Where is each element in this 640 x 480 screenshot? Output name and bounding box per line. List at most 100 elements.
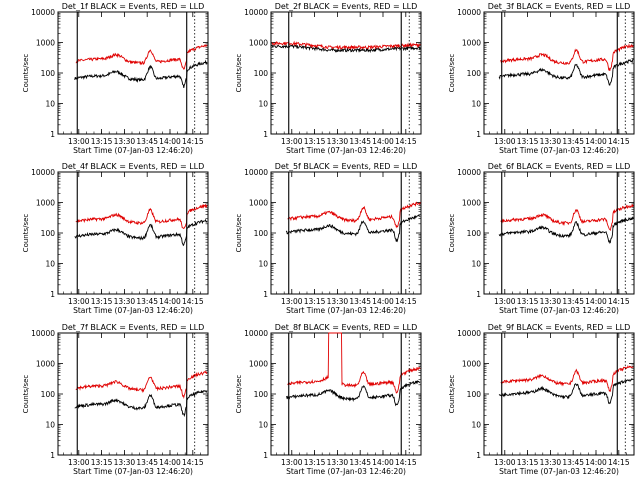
y-tick-label: 100 xyxy=(467,229,482,238)
panel-4: Det_4f BLACK = Events, RED = LLD 1 10 100 10… xyxy=(22,162,209,315)
series-lld xyxy=(75,44,208,70)
y-axis-title: Counts/sec xyxy=(22,375,30,414)
series-events xyxy=(285,214,421,243)
y-tick-label: 1000 xyxy=(249,199,268,208)
panel-2: Det_2f BLACK = Events, RED = LLD 1 10 100 10… xyxy=(235,2,422,155)
x-tick-label: 14:15 xyxy=(182,297,204,306)
x-tick-label: 13:15 xyxy=(517,297,539,306)
plot-frame xyxy=(483,332,635,456)
y-tick-label: 1 xyxy=(263,451,268,460)
y-axis-title: Counts/sec xyxy=(235,54,243,93)
series-lld xyxy=(287,201,421,229)
plot-frame xyxy=(57,11,209,135)
panel-title: Det_3f BLACK = Events, RED = LLD xyxy=(488,2,631,11)
panel-title: Det_7f BLACK = Events, RED = LLD xyxy=(62,323,205,332)
y-axis-title: Counts/sec xyxy=(448,214,456,253)
x-tick-label: 14:15 xyxy=(182,458,204,467)
x-tick-label: 13:30 xyxy=(114,137,136,146)
x-tick-label: 13:45 xyxy=(136,137,158,146)
y-tick-label: 100 xyxy=(254,229,269,238)
x-tick-label: 14:00 xyxy=(585,458,607,467)
series-events xyxy=(286,380,421,407)
x-axis-title: Start Time (07-Jan-03 12:46:20) xyxy=(73,467,193,476)
panel-9: Det_9f BLACK = Events, RED = LLD 1 10 100 10… xyxy=(448,323,635,476)
x-tick-label: 13:30 xyxy=(327,297,349,306)
series-lld xyxy=(287,332,421,394)
y-tick-label: 100 xyxy=(41,69,56,78)
series-lld xyxy=(500,365,634,393)
x-tick-label: 14:00 xyxy=(159,297,181,306)
y-axis-title: Counts/sec xyxy=(22,54,30,93)
x-tick-label: 13:45 xyxy=(349,458,371,467)
y-tick-label: 10000 xyxy=(31,8,55,17)
x-tick-label: 13:15 xyxy=(304,297,326,306)
series-lld xyxy=(500,43,634,71)
x-axis-title: Start Time (07-Jan-03 12:46:20) xyxy=(499,306,619,315)
x-axis-title: Start Time (07-Jan-03 12:46:20) xyxy=(286,467,406,476)
series-lld xyxy=(75,203,208,230)
x-axis-title: Start Time (07-Jan-03 12:46:20) xyxy=(286,146,406,155)
series-events xyxy=(74,59,208,88)
y-tick-label: 100 xyxy=(467,390,482,399)
x-tick-label: 13:00 xyxy=(494,137,516,146)
y-tick-label: 1000 xyxy=(36,360,55,369)
x-tick-label: 13:30 xyxy=(540,458,562,467)
y-tick-label: 10000 xyxy=(244,8,268,17)
x-tick-label: 14:00 xyxy=(372,137,394,146)
y-tick-label: 10 xyxy=(45,100,55,109)
x-axis-title: Start Time (07-Jan-03 12:46:20) xyxy=(73,306,193,315)
x-tick-label: 13:30 xyxy=(540,137,562,146)
panel-title: Det_9f BLACK = Events, RED = LLD xyxy=(488,323,631,332)
y-tick-label: 10000 xyxy=(244,329,268,338)
y-tick-label: 1000 xyxy=(36,199,55,208)
x-tick-label: 14:15 xyxy=(395,458,417,467)
x-tick-label: 13:30 xyxy=(327,137,349,146)
panel-title: Det_1f BLACK = Events, RED = LLD xyxy=(62,2,205,11)
x-tick-label: 13:00 xyxy=(281,458,303,467)
x-tick-label: 14:15 xyxy=(608,137,630,146)
y-tick-label: 1 xyxy=(50,290,55,299)
x-tick-label: 13:15 xyxy=(517,458,539,467)
x-tick-label: 13:00 xyxy=(494,297,516,306)
x-tick-label: 13:30 xyxy=(114,458,136,467)
plot-frame xyxy=(57,171,209,295)
y-tick-label: 10 xyxy=(258,100,268,109)
series-events xyxy=(271,43,421,54)
y-tick-label: 10000 xyxy=(31,168,55,177)
y-tick-label: 10 xyxy=(258,260,268,269)
y-tick-label: 1000 xyxy=(462,360,481,369)
y-tick-label: 10 xyxy=(45,260,55,269)
y-tick-label: 1 xyxy=(50,451,55,460)
y-tick-label: 1000 xyxy=(249,39,268,48)
x-tick-label: 13:00 xyxy=(68,297,90,306)
plot-frame xyxy=(270,11,422,135)
y-axis-title: Counts/sec xyxy=(448,54,456,93)
x-tick-label: 13:15 xyxy=(304,137,326,146)
y-tick-label: 1 xyxy=(263,130,268,139)
y-tick-label: 10000 xyxy=(31,329,55,338)
x-tick-label: 13:15 xyxy=(91,297,113,306)
x-tick-label: 13:45 xyxy=(349,297,371,306)
panel-title: Det_8f BLACK = Events, RED = LLD xyxy=(275,323,418,332)
y-tick-label: 100 xyxy=(467,69,482,78)
x-tick-label: 13:45 xyxy=(562,297,584,306)
y-axis-title: Counts/sec xyxy=(235,375,243,414)
y-tick-label: 1 xyxy=(263,290,268,299)
x-tick-label: 14:15 xyxy=(608,458,630,467)
x-tick-label: 14:00 xyxy=(159,137,181,146)
y-tick-label: 100 xyxy=(41,229,56,238)
x-tick-label: 13:45 xyxy=(562,137,584,146)
x-tick-label: 13:15 xyxy=(91,458,113,467)
y-tick-label: 100 xyxy=(254,69,269,78)
x-tick-label: 13:30 xyxy=(114,297,136,306)
y-tick-label: 1000 xyxy=(36,39,55,48)
y-axis-title: Counts/sec xyxy=(448,375,456,414)
x-tick-label: 13:45 xyxy=(349,137,371,146)
x-tick-label: 14:15 xyxy=(395,137,417,146)
x-tick-label: 14:00 xyxy=(372,458,394,467)
panel-5: Det_5f BLACK = Events, RED = LLD 1 10 100 10… xyxy=(235,162,422,315)
x-tick-label: 13:00 xyxy=(281,137,303,146)
y-tick-label: 10000 xyxy=(457,8,481,17)
x-tick-label: 14:15 xyxy=(608,297,630,306)
x-tick-label: 13:30 xyxy=(327,458,349,467)
